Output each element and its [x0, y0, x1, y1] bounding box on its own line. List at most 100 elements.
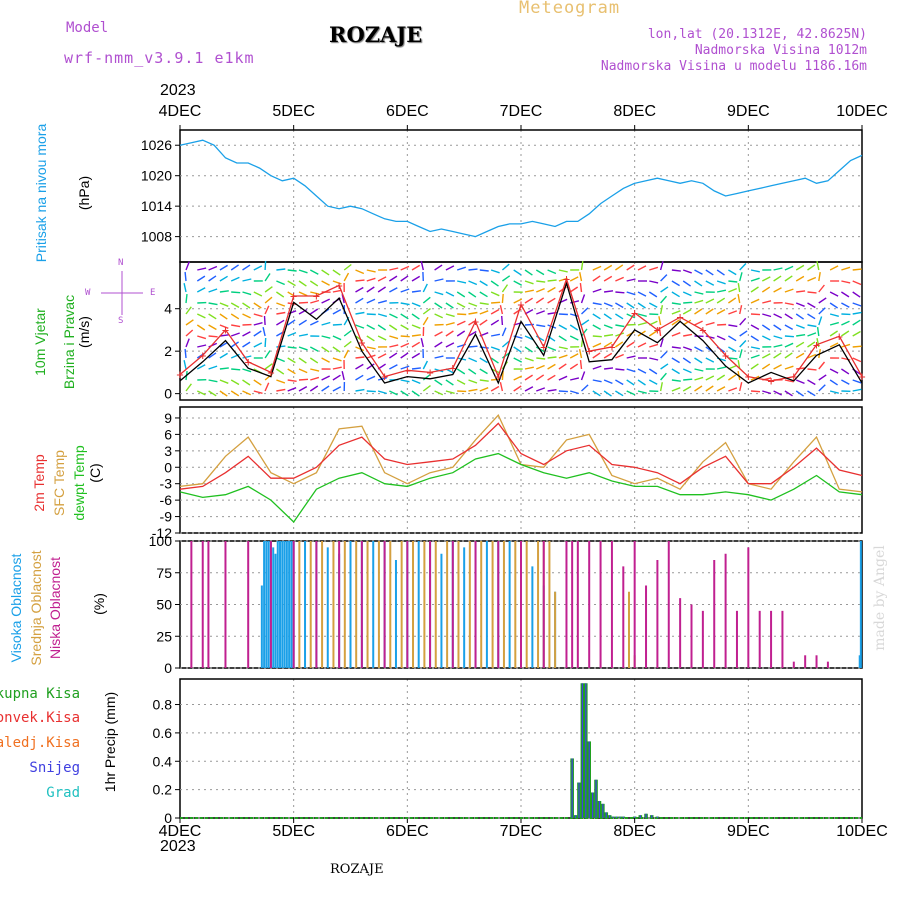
wind-arrow: [717, 323, 727, 326]
gust-marker: +: [631, 306, 638, 320]
wind-arrow: [795, 324, 805, 329]
wind-arrow: [558, 375, 568, 381]
wind-arrow: [411, 290, 421, 293]
wind-arrow: [264, 305, 270, 315]
wind-arrow: [829, 379, 838, 386]
model-name: wrf-nmm_v3.9.1 e1km: [64, 49, 255, 67]
gust-marker: +: [608, 340, 615, 354]
wind-arrow: [816, 338, 820, 348]
wind-arrow: [332, 280, 342, 285]
wind-arrow: [310, 291, 320, 295]
wind-arrow: [434, 291, 444, 296]
wind-arrow: [603, 264, 613, 271]
wind-arrow: [434, 278, 444, 282]
precip-label-conv: Konvek.Kisa: [0, 710, 80, 726]
wind-arrow: [694, 291, 704, 295]
wind-arrow: [468, 291, 477, 298]
wind-arrow: [784, 302, 794, 306]
wind-arrow: [185, 294, 188, 304]
x-tick-label-top: 6DEC: [386, 103, 429, 120]
wind-arrow: [626, 313, 636, 319]
wind-arrow: [807, 390, 816, 397]
wind-arrow: [219, 324, 229, 329]
wind-arrow: [389, 267, 399, 271]
wind-arrow: [580, 294, 586, 304]
wind-arrow: [253, 291, 263, 297]
wind-arrow: [705, 385, 714, 392]
wind-arrow: [750, 363, 759, 370]
wind-arrow: [750, 269, 760, 273]
wind-arrow: [524, 357, 534, 362]
wind-arrow: [750, 346, 760, 350]
precip-snow-bar: [571, 758, 573, 818]
wind-arrow: [841, 379, 850, 385]
wind-arrow: [490, 357, 499, 364]
wind-arrow: [196, 275, 206, 282]
wind-arrow: [841, 266, 851, 271]
wind-arrow: [558, 269, 568, 273]
wind-arrow: [389, 344, 399, 348]
wind-arrow: [355, 324, 365, 329]
precip-snow-bar: [592, 792, 594, 818]
wind-arrow: [773, 287, 782, 293]
wind-arrow: [682, 319, 692, 326]
wind-arrow: [445, 390, 455, 394]
wind-arrow: [219, 341, 228, 348]
wind-arrow: [490, 308, 500, 315]
wind-arrow: [196, 364, 206, 370]
wind-arrow: [682, 385, 692, 392]
wind-arrow: [411, 302, 421, 307]
wind-arrow: [547, 297, 556, 304]
wind-arrow: [321, 385, 330, 392]
wind-arrow: [795, 302, 805, 307]
x-tick-label-bottom: 9DEC: [727, 823, 770, 840]
wind-arrow: [219, 367, 229, 370]
y-tick-label: 1026: [141, 137, 172, 153]
wind-arrow: [569, 353, 579, 359]
wind-arrow: [852, 388, 862, 392]
wind-arrow: [242, 341, 251, 348]
wind-arrow: [524, 323, 535, 326]
wind-arrow: [649, 357, 659, 361]
wind-arrow: [660, 295, 668, 304]
wind-arrow: [219, 313, 228, 320]
wind-arrow: [377, 335, 387, 341]
wind-arrow: [615, 390, 624, 397]
wind-arrow: [592, 379, 602, 383]
wind-arrow: [332, 335, 342, 341]
y-tick-label: 1008: [141, 229, 172, 245]
wind-arrow: [773, 313, 783, 319]
wind-arrow: [671, 319, 680, 326]
wind-arrow: [321, 335, 331, 339]
wind-arrow: [321, 269, 330, 276]
year-bottom: 2023: [160, 838, 196, 855]
wind-arrow: [513, 346, 522, 353]
wind-arrow: [716, 366, 727, 370]
wind-arrow: [682, 357, 691, 364]
wind-arrow: [524, 269, 533, 276]
wind-arrow: [253, 342, 263, 348]
wind-arrow: [694, 299, 704, 304]
wind-arrow: [264, 337, 267, 348]
compass-n: N: [118, 258, 124, 268]
wind-arrow: [558, 313, 568, 316]
wind-arrow: [694, 320, 703, 326]
meteogram-title: Meteogram: [519, 0, 621, 18]
wind-arrow: [660, 274, 668, 282]
wind-arrow: [829, 368, 839, 374]
wind-arrow: [671, 357, 680, 364]
wind-arrow: [682, 346, 692, 351]
wind-arrow: [536, 324, 546, 328]
wind-arrow: [389, 390, 398, 396]
wind-arrow: [185, 306, 192, 315]
wind-arrow: [604, 290, 614, 293]
wind-arrow: [705, 321, 715, 326]
wind-arrow: [208, 335, 218, 338]
wind-arrow: [422, 283, 428, 293]
compass-w: W: [85, 288, 91, 298]
wind-arrow: [648, 291, 658, 298]
wind-arrow: [479, 387, 489, 392]
wind-arrow: [570, 313, 580, 318]
wind-arrow: [784, 288, 794, 293]
panel-frame: [179, 406, 863, 534]
